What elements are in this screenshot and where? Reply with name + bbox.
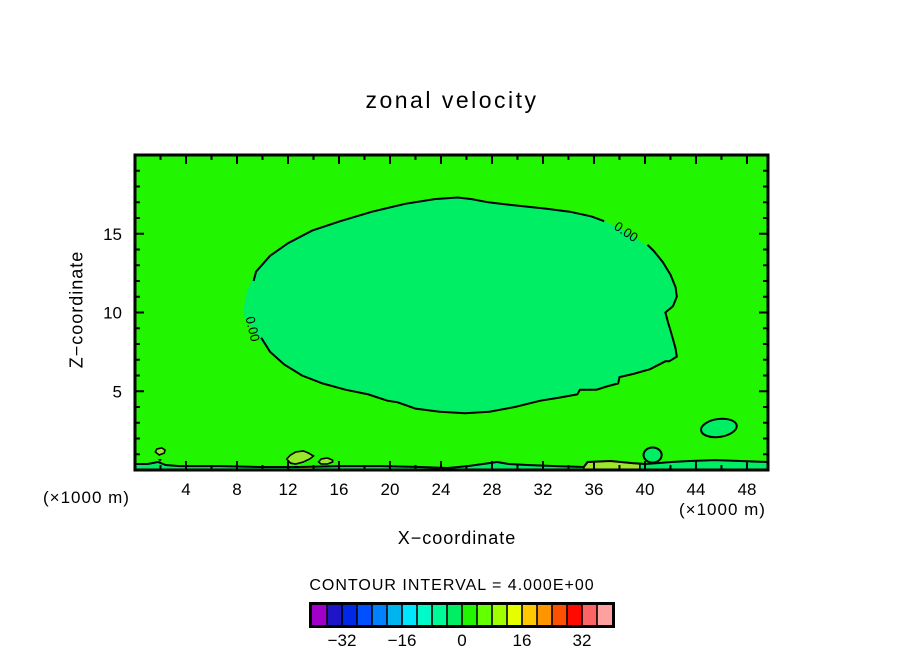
colorbar-cell	[507, 605, 522, 625]
y-tick-label: 15	[103, 225, 122, 244]
closed-contour-blob	[642, 446, 663, 464]
colorbar-cell	[462, 605, 477, 625]
x-tick-label: 4	[181, 480, 190, 499]
x-tick-label: 8	[232, 480, 241, 499]
colorbar-cell	[312, 605, 327, 625]
colorbar-cell	[342, 605, 357, 625]
colorbar-cell	[597, 605, 612, 625]
colorbar-cell	[582, 605, 597, 625]
colorbar-cell	[492, 605, 507, 625]
colorbar-tick-label: 0	[457, 631, 466, 650]
x-tick-label: 16	[330, 480, 349, 499]
zero-contour-line	[260, 244, 678, 415]
contour-interval-label: CONTOUR INTERVAL = 4.000E+00	[309, 577, 595, 594]
y-axis-units-label: (×1000 m)	[43, 488, 130, 507]
colorbar-cell	[372, 605, 387, 625]
small-contour-blob	[154, 447, 166, 456]
colorbar-tick-label: 16	[513, 631, 532, 650]
closed-contour-blob	[700, 417, 738, 439]
colorbar-border	[309, 602, 615, 628]
small-contour-blob	[285, 450, 315, 465]
x-tick-label: 36	[585, 480, 604, 499]
surface-contour-line	[135, 459, 769, 470]
colorbar-tick-label: −16	[388, 631, 417, 650]
y-tick-label: 5	[113, 382, 122, 401]
contour-value-label: 0.00	[243, 315, 263, 343]
colorbar-tick-label: −32	[328, 631, 357, 650]
colorbar-cell	[402, 605, 417, 625]
x-axis-units-label: (×1000 m)	[679, 500, 766, 519]
small-contour-blob	[317, 457, 334, 465]
colorbar-cell	[447, 605, 462, 625]
colorbar-cell	[477, 605, 492, 625]
x-tick-label: 44	[687, 480, 706, 499]
colorbar-cell	[522, 605, 537, 625]
x-tick-label: 20	[381, 480, 400, 499]
x-tick-label: 48	[738, 480, 757, 499]
x-tick-label: 12	[279, 480, 298, 499]
x-tick-label: 24	[432, 480, 451, 499]
chart-title: zonal velocity	[365, 87, 539, 113]
zero-contour-line	[252, 196, 605, 282]
colorbar-cell	[417, 605, 432, 625]
x-tick-label: 28	[483, 480, 502, 499]
x-axis-label: X−coordinate	[397, 528, 517, 548]
colorbar-cell	[357, 605, 372, 625]
small-contour-mark	[157, 459, 162, 462]
colorbar-cell	[327, 605, 342, 625]
colorbar-cell	[537, 605, 552, 625]
x-tick-label: 40	[636, 480, 655, 499]
colorbar-tick-label: 32	[573, 631, 592, 650]
colorbar-cell	[552, 605, 567, 625]
colorbar-cell	[567, 605, 582, 625]
x-tick-label: 32	[534, 480, 553, 499]
colorbar-cell	[432, 605, 447, 625]
y-tick-label: 10	[103, 304, 122, 323]
colorbar-cell	[387, 605, 402, 625]
zero-contour-fill	[243, 197, 677, 414]
